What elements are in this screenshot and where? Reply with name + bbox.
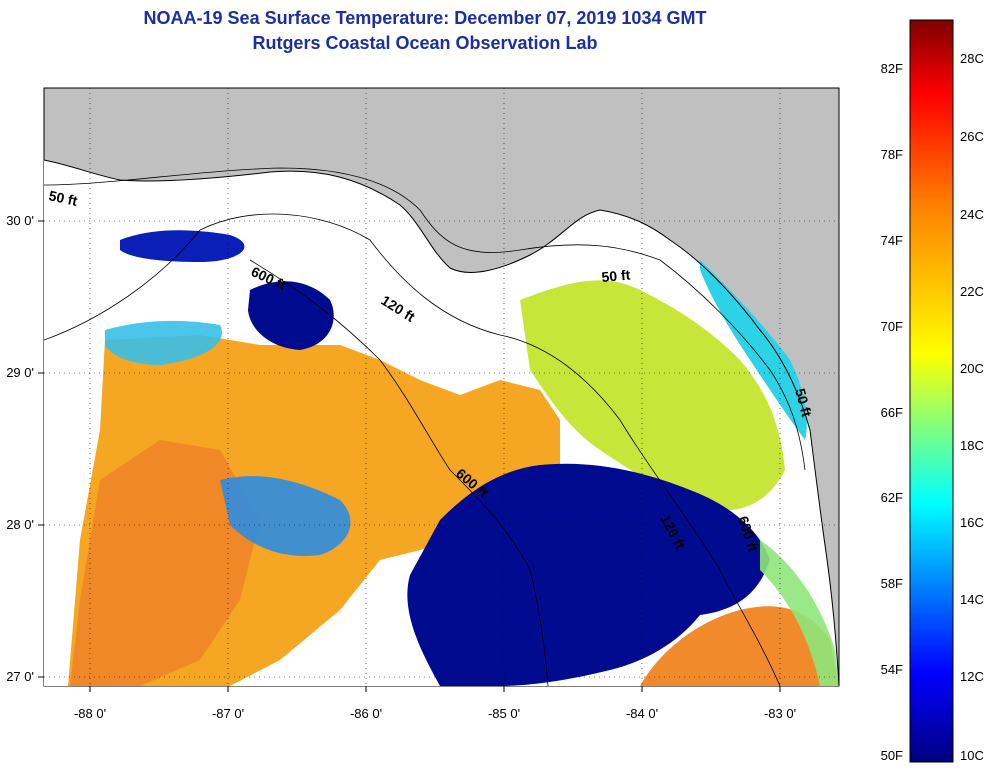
colorbar-c-label: 18C xyxy=(960,438,984,453)
lon-tick-label: -84 0' xyxy=(626,706,658,721)
isobath-120ft xyxy=(44,213,781,686)
lon-tick-label: -83 0' xyxy=(764,706,796,721)
colorbar-f-label: 62F xyxy=(881,490,903,505)
sst-cool-patch xyxy=(220,476,351,556)
lat-tick-label: 29 0' xyxy=(6,365,34,380)
contour-label-50ft-east: 50 ft xyxy=(601,267,631,285)
isobath-50ft-north xyxy=(44,167,806,471)
colorbar-c-label: 22C xyxy=(960,284,984,299)
sst-cold-central xyxy=(248,281,334,350)
lon-tick-label: -88 0' xyxy=(74,706,106,721)
sst-shelf-region xyxy=(520,280,785,511)
lat-axis: 30 0' 29 0' 28 0' 27 0' xyxy=(6,213,44,684)
colorbar-f-label: 70F xyxy=(881,319,903,334)
lat-tick-label: 28 0' xyxy=(6,517,34,532)
sst-warm-se xyxy=(640,606,839,686)
sst-nearshore-cyan xyxy=(700,260,807,440)
colorbar-f-label: 50F xyxy=(881,748,903,763)
lon-tick-label: -85 0' xyxy=(488,706,520,721)
sst-warm-core xyxy=(70,440,260,686)
map-subtitle: Rutgers Coastal Ocean Observation Lab xyxy=(252,33,598,53)
colorbar-fahrenheit-labels: 82F 78F 74F 70F 66F 62F 58F 54F 50F xyxy=(881,61,903,763)
sst-warm-se-edge xyxy=(760,540,839,686)
colorbar-c-label: 24C xyxy=(960,207,984,222)
colorbar-c-label: 26C xyxy=(960,129,984,144)
colorbar-f-label: 82F xyxy=(881,61,903,76)
lon-axis: -88 0' -87 0' -86 0' -85 0' -84 0' -83 0… xyxy=(74,686,796,721)
colorbar-c-label: 12C xyxy=(960,669,984,684)
lon-tick-label: -86 0' xyxy=(350,706,382,721)
colorbar-c-label: 28C xyxy=(960,51,984,66)
contour-label-50ft-west: 50 ft xyxy=(47,187,79,209)
colorbar-c-label: 10C xyxy=(960,748,984,763)
colorbar-f-label: 78F xyxy=(881,147,903,162)
coastline xyxy=(44,159,839,686)
colorbar xyxy=(909,19,954,763)
lat-tick-label: 27 0' xyxy=(6,669,34,684)
contour-label-50ft-coast: 50 ft xyxy=(792,387,815,419)
sst-cool-nearshore xyxy=(105,320,222,365)
colorbar-celsius-labels: 28C 26C 24C 22C 20C 18C 16C 14C 12C 10C xyxy=(960,51,984,763)
colorbar-f-label: 66F xyxy=(881,405,903,420)
colorbar-f-label: 58F xyxy=(881,576,903,591)
sst-cold-region xyxy=(407,463,770,686)
colorbar-c-label: 20C xyxy=(960,361,984,376)
colorbar-f-label: 74F xyxy=(881,233,903,248)
colorbar-f-label: 54F xyxy=(881,662,903,677)
colorbar-c-label: 14C xyxy=(960,592,984,607)
sst-cold-north xyxy=(120,230,245,262)
colorbar-c-label: 16C xyxy=(960,515,984,530)
map-title: NOAA-19 Sea Surface Temperature: Decembe… xyxy=(143,8,707,28)
lat-tick-label: 30 0' xyxy=(6,213,34,228)
lon-tick-label: -87 0' xyxy=(212,706,244,721)
isobath-600ft xyxy=(249,259,549,686)
